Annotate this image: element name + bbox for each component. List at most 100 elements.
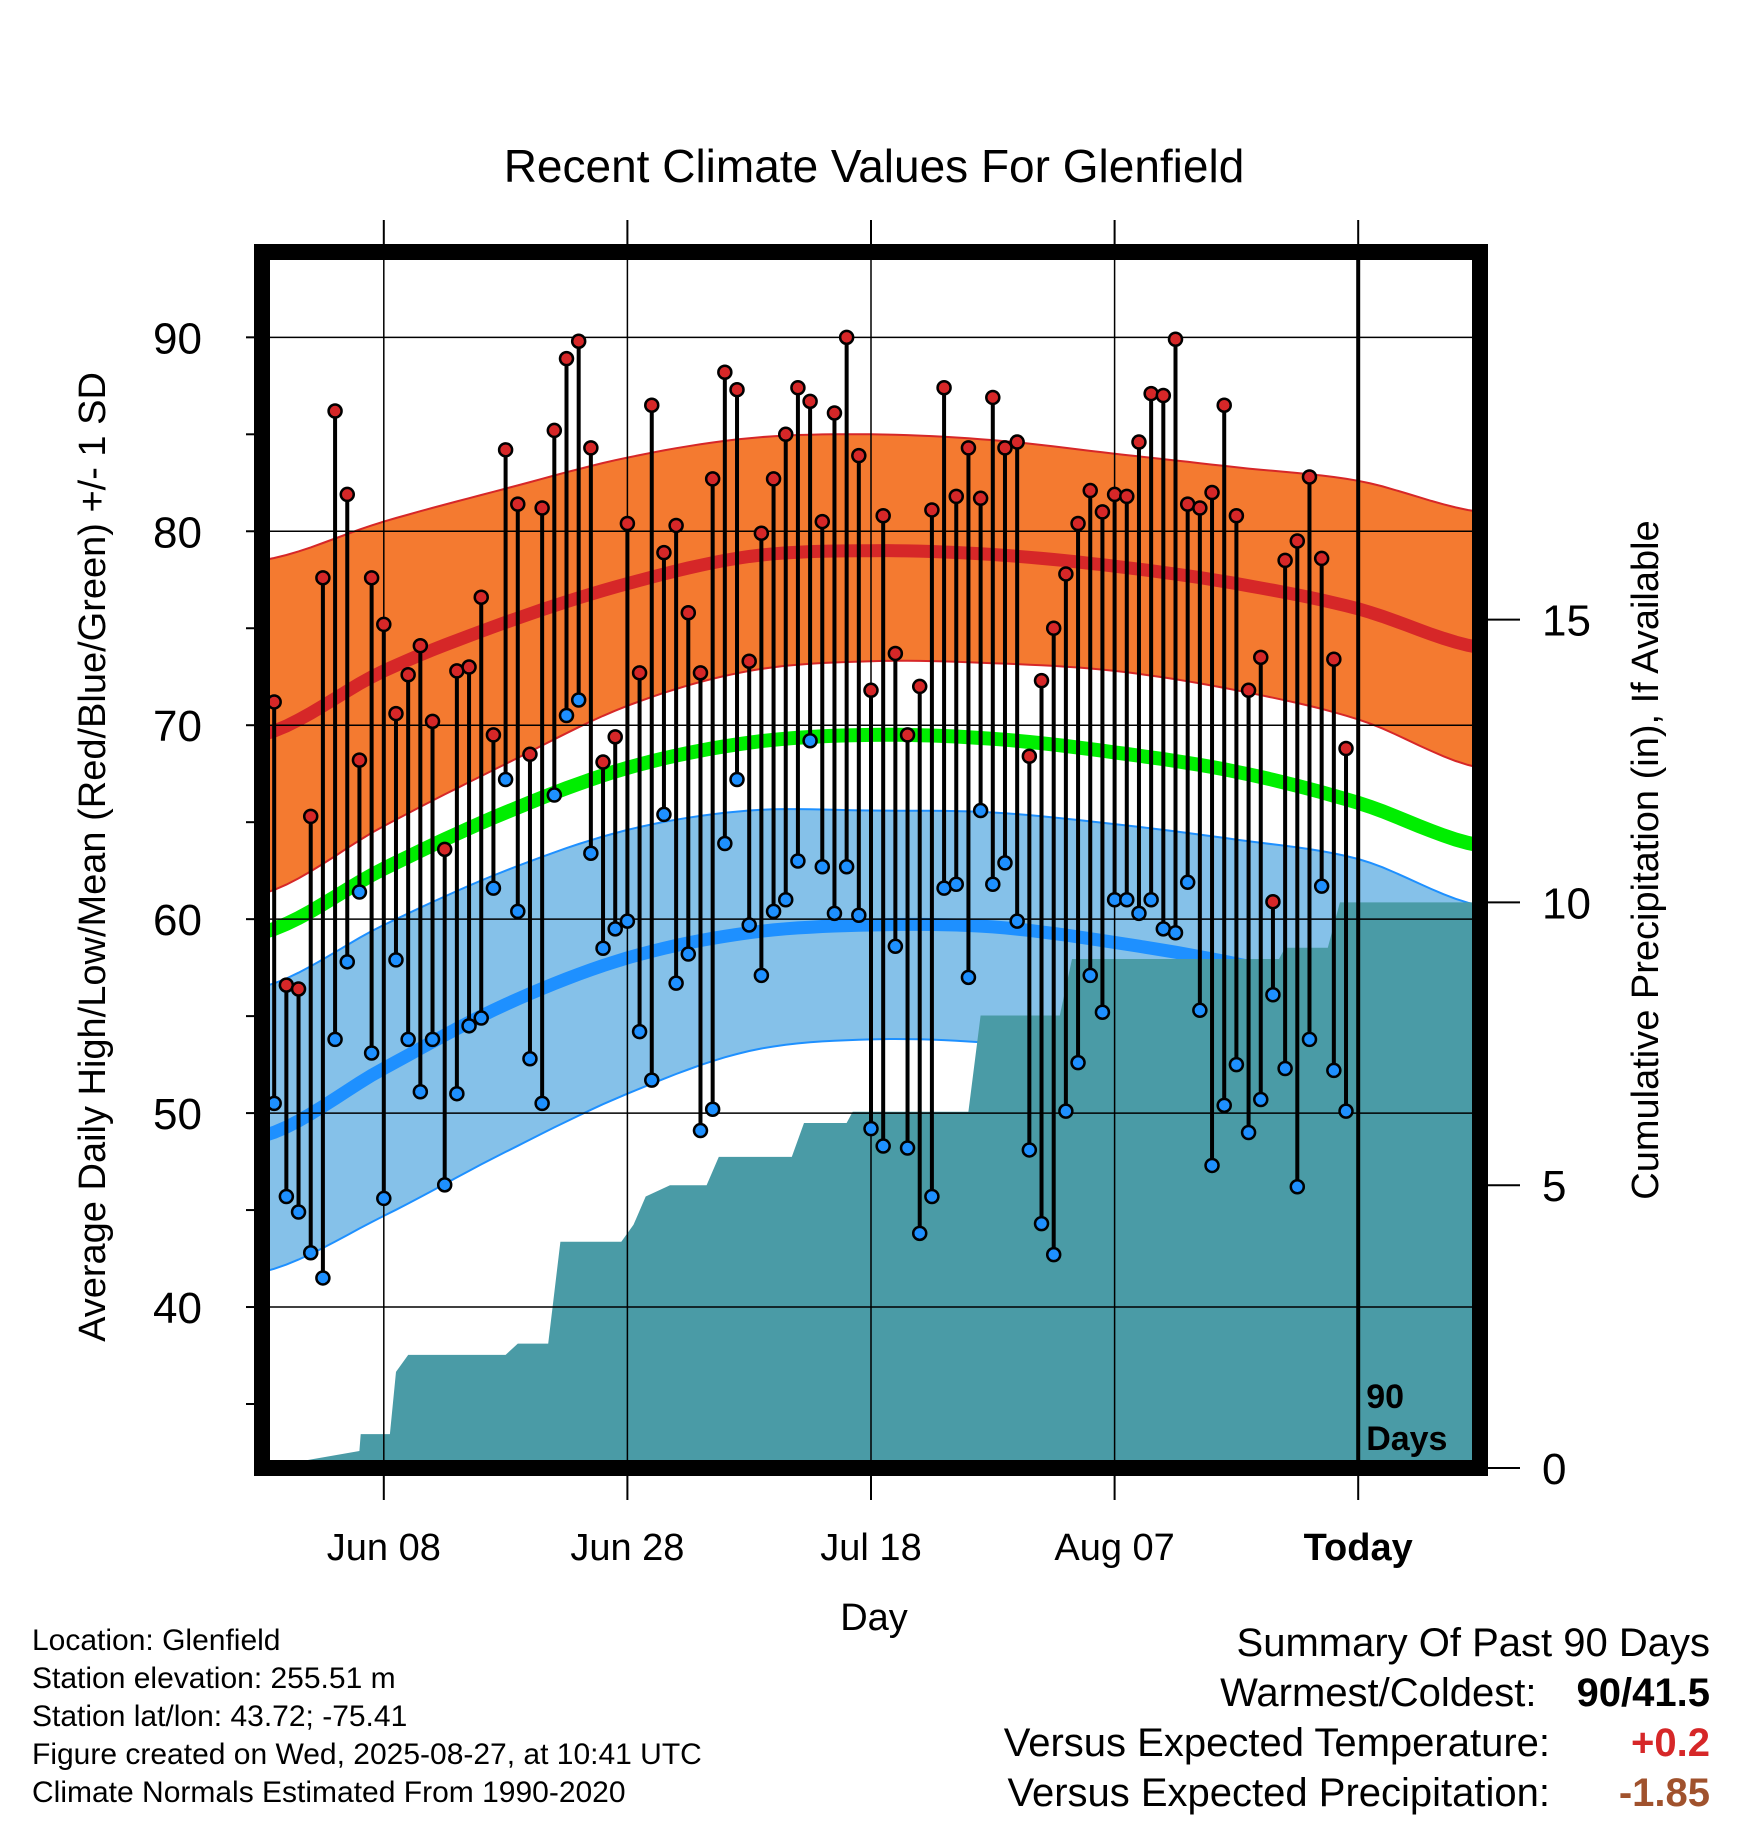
high-point <box>1131 434 1147 450</box>
high-point <box>863 682 879 699</box>
high-point <box>899 727 916 743</box>
high-point <box>607 729 623 745</box>
low-point <box>473 1010 489 1026</box>
high-point <box>668 517 684 534</box>
high-point <box>424 713 441 730</box>
high-point <box>924 502 940 518</box>
low-point <box>1240 1124 1257 1141</box>
high-point <box>436 841 453 858</box>
low-point <box>1131 905 1147 922</box>
high-point <box>741 653 757 669</box>
temp-label: Versus Expected Temperature: <box>1003 1721 1550 1765</box>
high-point <box>388 705 404 722</box>
plot-area: 90 Days <box>262 252 1480 1468</box>
low-point <box>851 907 867 924</box>
low-point <box>644 1072 660 1088</box>
low-point <box>631 1023 648 1040</box>
low-point <box>1143 892 1159 908</box>
high-point <box>838 329 855 346</box>
high-point <box>1253 649 1269 666</box>
low-point <box>863 1120 879 1137</box>
high-point <box>680 604 697 621</box>
high-point <box>1058 566 1074 582</box>
low-point <box>1326 1062 1342 1079</box>
high-point <box>1240 682 1257 699</box>
high-point <box>1192 500 1208 516</box>
high-point <box>656 544 672 561</box>
low-point <box>1058 1103 1074 1119</box>
chart-title: Recent Climate Values For Glenfield <box>504 140 1245 192</box>
high-point <box>875 508 891 524</box>
low-point <box>522 1051 538 1067</box>
low-point <box>327 1031 343 1048</box>
low-point <box>924 1188 940 1205</box>
high-point <box>302 808 319 825</box>
high-point <box>1326 651 1342 668</box>
low-point <box>461 1018 477 1034</box>
x-tick-label: Aug 07 <box>1054 1527 1174 1569</box>
low-point <box>997 855 1013 871</box>
high-point <box>412 637 429 654</box>
low-point <box>1265 987 1281 1003</box>
high-point <box>729 381 745 398</box>
high-point <box>936 380 952 396</box>
y2-tick-label: 10 <box>1542 879 1591 928</box>
low-point <box>765 903 782 920</box>
low-point <box>1289 1179 1306 1195</box>
low-point <box>741 917 757 933</box>
low-point <box>1228 1056 1245 1073</box>
low-point <box>887 938 904 955</box>
low-point <box>315 1270 331 1286</box>
high-point <box>534 500 550 516</box>
high-point <box>339 486 356 503</box>
latlon-text: Station lat/lon: 43.72; -75.41 <box>32 1700 408 1733</box>
low-point <box>436 1177 453 1193</box>
summary-panel: Summary Of Past 90 Days Warmest/Coldest:… <box>1004 1618 1710 1818</box>
low-point <box>1216 1097 1232 1114</box>
high-point <box>290 981 307 997</box>
today-label-days: Days <box>1366 1420 1447 1458</box>
low-point <box>339 954 356 970</box>
low-point <box>1192 1002 1208 1019</box>
high-point <box>1033 672 1050 689</box>
high-point <box>1143 385 1159 402</box>
high-point <box>583 440 599 456</box>
low-point <box>534 1095 550 1112</box>
low-point <box>1167 924 1184 941</box>
high-point <box>1167 331 1184 348</box>
y-tick-label: 70 <box>153 702 202 751</box>
low-point <box>1338 1103 1354 1119</box>
high-point <box>1119 488 1135 505</box>
x-tick-label: Jul 18 <box>820 1527 921 1569</box>
station-info: Location: Glenfield Station elevation: 2… <box>32 1622 702 1812</box>
created-text: Figure created on Wed, 2025-08-27, at 10… <box>32 1738 702 1771</box>
y-tick-label: 40 <box>153 1284 202 1333</box>
high-point <box>546 422 563 439</box>
high-point <box>595 754 611 770</box>
summary-title-text: Summary Of Past 90 Days <box>1236 1621 1710 1665</box>
low-point <box>546 787 563 803</box>
low-point <box>510 903 526 920</box>
high-point <box>985 389 1001 406</box>
high-point <box>631 665 648 681</box>
low-point <box>1070 1054 1086 1071</box>
low-point <box>1313 878 1330 894</box>
high-point <box>997 440 1013 456</box>
high-point <box>497 442 514 458</box>
low-point <box>692 1122 709 1139</box>
high-point <box>1009 434 1025 450</box>
x-axis-label: Day <box>840 1597 908 1639</box>
warmest-value: 90/41.5 <box>1576 1671 1710 1715</box>
low-point <box>899 1140 916 1156</box>
low-point <box>960 969 977 986</box>
low-point <box>290 1204 307 1220</box>
low-point <box>278 1188 295 1205</box>
warmest-label: Warmest/Coldest: <box>1220 1671 1537 1715</box>
low-point <box>607 921 623 937</box>
low-point <box>790 853 806 869</box>
low-point <box>558 707 575 724</box>
high-point <box>1216 397 1232 413</box>
high-point <box>1301 469 1318 485</box>
high-point <box>1155 387 1172 404</box>
